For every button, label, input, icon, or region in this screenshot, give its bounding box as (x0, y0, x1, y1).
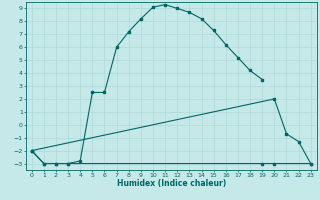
X-axis label: Humidex (Indice chaleur): Humidex (Indice chaleur) (116, 179, 226, 188)
